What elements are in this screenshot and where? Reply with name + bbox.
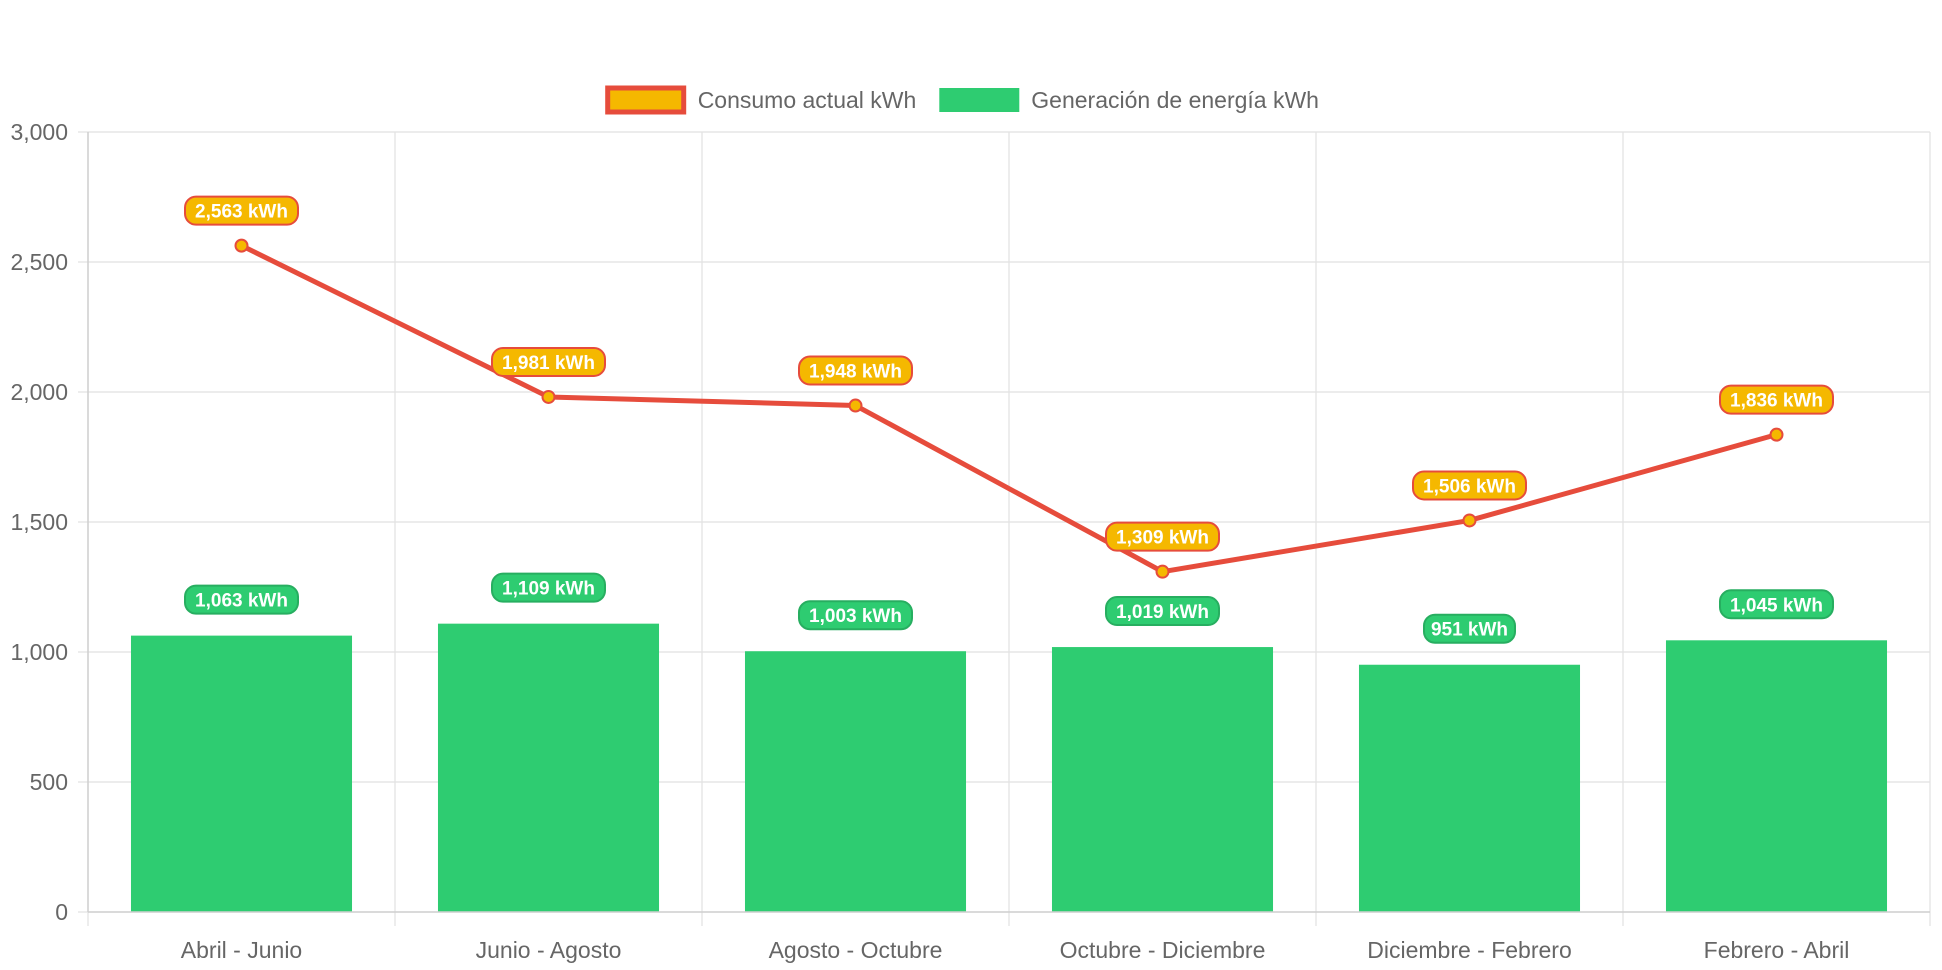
y-tick-label: 2,000 [10,379,68,405]
line-data-label-background [1105,521,1220,552]
line-data-label-background [798,355,913,386]
bar-data-label: 1,003 kWh [798,600,913,631]
x-tick-label: Agosto - Octubre [769,937,943,963]
bar-data-label: 1,109 kWh [491,572,606,603]
line-data-label: 1,309 kWh [1105,521,1220,552]
line-data-label-text: 1,836 kWh [1730,391,1823,412]
x-tick-label: Abril - Junio [181,937,302,963]
line-point[interactable] [1462,513,1477,528]
bar-data-label-background [1105,596,1220,627]
line-point[interactable] [234,238,249,253]
grid-lines [87,131,1931,926]
bar[interactable] [437,623,660,912]
legend-item-generacion[interactable]: Generación de energía kWh [939,87,1319,113]
y-tick-label: 2,500 [10,249,68,275]
line-data-label: 2,563 kWh [184,195,299,226]
line-point[interactable] [848,398,863,413]
legend-swatch-generacion [939,88,1020,112]
line-data-label-background [1412,470,1527,501]
legend-swatch-consumo [605,85,687,115]
bar-data-label-text: 1,045 kWh [1730,595,1823,616]
line-data-label-text: 1,309 kWh [1116,528,1209,549]
bar-data-label-background [491,572,606,603]
bar-data-label-background [798,600,913,631]
x-tick-label: Octubre - Diciembre [1060,937,1266,963]
line-data-label: 1,836 kWh [1719,384,1834,415]
line-data-label: 1,948 kWh [798,355,913,386]
bar-data-label-text: 1,019 kWh [1116,602,1209,623]
bar-data-label-text: 1,003 kWh [809,606,902,627]
line-data-label-text: 1,506 kWh [1423,476,1516,497]
x-tick-label: Junio - Agosto [476,937,622,963]
data-labels: 1,063 kWh 1,109 kWh 1,003 kWh 1,019 kWh 951 … [184,195,1834,644]
line-point[interactable] [1155,564,1170,579]
bar-data-label: 1,063 kWh [184,584,299,615]
y-tick-label: 1,500 [10,509,68,535]
bar-series [130,623,1888,912]
line-data-label-background [184,195,299,226]
bar-data-label-text: 1,063 kWh [195,591,288,612]
bar-data-label: 1,019 kWh [1105,596,1220,627]
bar-data-label-background [184,584,299,615]
bar[interactable] [1358,664,1581,912]
line-point[interactable] [541,389,556,404]
line-data-label-background [1719,384,1834,415]
x-tick-label: Diciembre - Febrero [1367,937,1572,963]
line-data-label-background [491,346,606,377]
y-tick-label: 0 [55,899,68,925]
legend-item-consumo[interactable]: Consumo actual kWh [605,85,917,115]
bar-data-label-background [1423,613,1516,644]
bar-data-label: 951 kWh [1423,613,1516,644]
bar[interactable] [1051,647,1274,912]
line-data-label-text: 1,948 kWh [809,362,902,383]
line-data-label-text: 2,563 kWh [195,202,288,223]
bar[interactable] [130,635,353,912]
legend[interactable]: Consumo actual kWh Generación de energía … [605,85,1319,115]
line-point[interactable] [1769,427,1784,442]
bar[interactable] [744,651,967,912]
line-data-label-text: 1,981 kWh [502,353,595,374]
x-tick-label: Febrero - Abril [1704,937,1850,963]
bar[interactable] [1665,640,1888,912]
legend-label-consumo: Consumo actual kWh [698,87,917,113]
bar-data-label-text: 1,109 kWh [502,579,595,600]
axes: 0 500 1,000 1,500 2,000 2,500 3,000 Abril - Jun… [10,119,1930,963]
bar-data-label: 1,045 kWh [1719,589,1834,620]
legend-label-generacion: Generación de energía kWh [1031,87,1319,113]
bar-data-label-text: 951 kWh [1431,620,1508,641]
bar-data-label-background [1719,589,1834,620]
y-tick-label: 500 [30,769,68,795]
y-tick-label: 1,000 [10,639,68,665]
y-tick-label: 3,000 [10,119,68,145]
line-data-label: 1,506 kWh [1412,470,1527,501]
line-data-label: 1,981 kWh [491,346,606,377]
